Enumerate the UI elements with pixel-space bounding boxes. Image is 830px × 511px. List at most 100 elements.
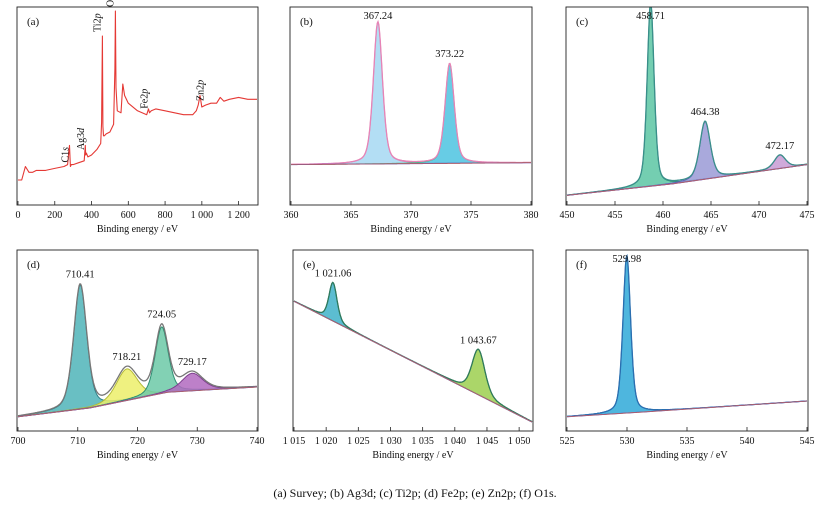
envelope-line [566,7,807,196]
fitted-peak-1 [567,255,807,417]
x-tick-label: 545 [800,436,815,447]
survey-spectrum-line [18,10,257,181]
peak-value-label: 464.38 [691,107,720,118]
peak-value-label: 710.41 [66,270,95,281]
x-tick-label: 365 [344,210,359,221]
panel-letter: (c) [576,16,589,28]
plot-area [290,19,531,166]
chart-panel-2: 367.24 373.22 360 365 370 375 380 Binding energ… [284,6,539,235]
peak-label-Fe-2p: Fe2p [139,89,150,109]
x-axis-label: Binding energy / eV [646,450,728,461]
x-tick-label: 1 200 [227,210,250,221]
x-tick-label: 1 040 [444,436,467,447]
fitted-peak-outline-1 [566,254,807,417]
x-tick-label: 700 [11,436,26,447]
background-line-overlay [17,386,257,418]
x-tick-label: 600 [121,210,136,221]
x-tick-label: 370 [404,210,419,221]
axes-frame [292,249,534,432]
fitted-peak-1 [18,285,257,417]
peak-value-label: 1 021.06 [315,268,352,279]
axes-frame [289,6,533,206]
chart-panel-3: 458.71 464.38 472.17 450 455 460 465 470 475 Bind… [560,6,815,235]
x-tick-label: 1 020 [315,436,338,447]
chart-panel-4: 710.41 718.21 724.05 729.17 700 710 720 730 740 B… [11,249,265,461]
peak-value-label: 729.17 [178,357,207,368]
x-tick-label: 1 045 [476,436,499,447]
fitted-peak-3 [567,155,807,196]
background-line-overlay [566,164,808,196]
x-tick-label: 470 [752,210,767,221]
x-tick-label: 710 [70,436,85,447]
peak-value-label: 529.98 [612,254,641,265]
x-tick-label: 1 050 [508,436,531,447]
x-tick-label: 360 [284,210,299,221]
background-line-overlay [291,162,531,165]
fitted-peak-1 [291,21,531,165]
x-tick-label: 380 [524,210,539,221]
x-tick-label: 375 [464,210,479,221]
fitted-peak-outline-2 [566,120,808,196]
x-axis-label: Binding energy / eV [370,224,452,235]
axes-frame [16,6,259,206]
axes-frame [565,6,809,206]
x-tick-label: 530 [620,436,635,447]
x-tick-label: 1 000 [191,210,214,221]
fitted-peak-3 [18,327,257,417]
chart-panel-6: 529.98 525 530 535 540 545 Binding energy / eV… [560,249,815,461]
peak-value-label: 367.24 [363,11,393,22]
fitted-peak-2 [18,368,257,417]
x-tick-label: 800 [158,210,173,221]
x-tick-label: 535 [680,436,695,447]
x-tick-label: 465 [704,210,719,221]
peak-value-label: 718.21 [112,352,141,363]
x-tick-label: 540 [740,436,755,447]
fitted-peak-outline-3 [566,154,808,196]
panel-letter: (b) [300,16,313,28]
x-tick-label: 720 [130,436,145,447]
x-tick-label: 1 030 [379,436,402,447]
x-tick-label: 525 [560,436,575,447]
x-axis-label: Binding energy / eV [646,224,728,235]
x-tick-label: 0 [16,210,21,221]
x-tick-label: 730 [190,436,205,447]
peak-value-label: 373.22 [435,49,464,60]
x-axis-label: Binding energy / eV [97,450,179,461]
peak-value-label: 724.05 [147,310,176,321]
envelope-line [291,19,531,165]
fitted-peak-4 [18,373,257,417]
chart-panel-5: 1 021.06 1 043.67 1 015 1 020 1 025 1 030 1 03… [283,249,534,461]
envelope-line [566,253,807,418]
axes-frame [16,249,259,432]
plot-area [17,282,258,418]
x-axis-label: Binding energy / eV [97,224,179,235]
peak-label-C-1s: C1s [60,147,71,163]
chart-panel-1: C1s Ag3d Ti2pO1s Fe2p Zn2p 0 200 400 600 800 1 000… [16,0,259,235]
x-axis-label: Binding energy / eV [372,450,454,461]
envelope-line [17,282,257,417]
peak-label-O-1s: O1s [105,0,116,7]
peak-value-label: 458.71 [636,11,665,22]
x-tick-label: 740 [250,436,265,447]
plot-area [566,253,808,418]
x-tick-label: 460 [656,210,671,221]
x-tick-label: 475 [800,210,815,221]
x-tick-label: 400 [84,210,99,221]
fitted-peak-outline-2 [290,63,531,166]
peak-label-Ti-2p: Ti2p [92,13,103,32]
peak-label-Ag-3d: Ag3d [76,127,87,150]
panel-letter: (d) [27,259,40,271]
fitted-peak-2 [567,121,807,196]
panel-letter: (e) [303,259,316,271]
fitted-peak-outline-3 [17,326,258,418]
plot-area [293,281,533,423]
fitted-peak-2 [291,63,531,165]
panel-letter: (f) [576,259,587,271]
x-tick-label: 1 025 [347,436,370,447]
plot-area [18,10,257,181]
figure-caption: (a) Survey; (b) Ag3d; (c) Ti2p; (d) Fe2p… [273,486,557,500]
fitted-peak-outline-1 [291,20,531,165]
peak-value-label: 472.17 [765,141,794,152]
x-tick-label: 455 [608,210,623,221]
